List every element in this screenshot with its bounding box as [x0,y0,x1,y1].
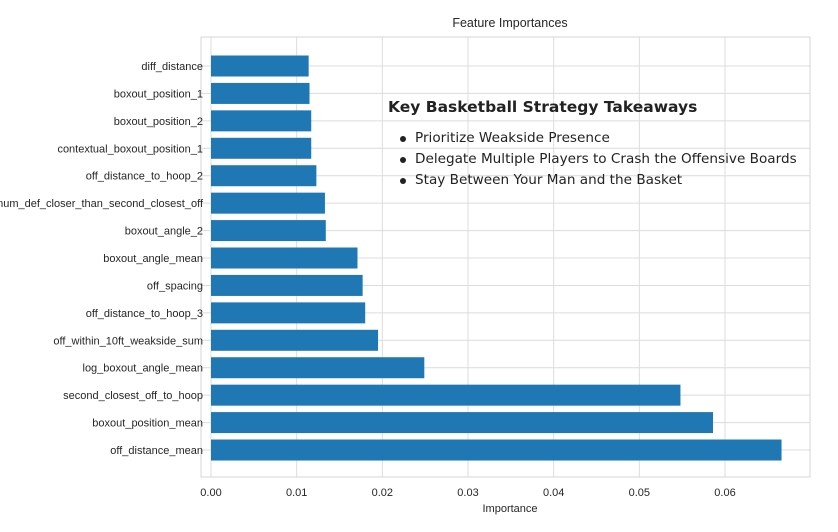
x-tick-label: 0.06 [714,487,735,499]
bar [211,412,714,434]
y-tick-labels: diff_distance boxout_position_1 boxout_pos… [0,61,204,457]
x-tick-label: 0.00 [200,487,221,499]
bars [211,55,782,461]
takeaways-list: Prioritize Weakside Presence Delegate Mu… [388,128,828,191]
x-tick-label: 0.04 [543,487,564,499]
y-tick-label: boxout_position_2 [114,116,203,128]
x-tick-labels: 0.00 0.01 0.02 0.03 0.04 0.05 0.06 [200,487,735,499]
takeaway-item: Prioritize Weakside Presence [400,128,828,149]
bar [211,274,363,296]
takeaway-text: Delegate Multiple Players to Crash the O… [415,151,797,167]
chart-title: Feature Importances [452,16,567,30]
y-tick-label: off_distance_mean [110,445,203,457]
y-tick-label: contextual_boxout_position_1 [57,143,203,155]
y-tick-label: second_closest_off_to_hoop [63,390,203,402]
bar [211,192,325,214]
bar [211,357,425,379]
x-tick-label: 0.01 [286,487,307,499]
y-tick-label: boxout_angle_mean [103,253,203,265]
x-tick-label: 0.03 [457,487,478,499]
takeaway-item: Delegate Multiple Players to Crash the O… [400,149,828,170]
takeaway-text: Stay Between Your Man and the Basket [415,172,683,188]
y-tick-label: off_distance_to_hoop_3 [86,308,203,320]
bar [211,110,312,132]
y-tick-label: off_distance_to_hoop_2 [86,171,203,183]
y-tick-label: num_def_closer_than_second_closest_off [0,198,204,210]
y-tick-label: boxout_position_1 [114,88,203,100]
takeaways-box: Key Basketball Strategy Takeaways Priori… [388,98,828,191]
takeaways-title: Key Basketball Strategy Takeaways [388,98,698,116]
bar [211,384,681,406]
takeaway-text: Prioritize Weakside Presence [415,130,610,146]
bar [211,302,366,324]
x-tick-label: 0.02 [372,487,393,499]
bullet-icon [400,178,406,184]
bullet-icon [400,157,406,163]
y-tick-label: diff_distance [141,61,203,73]
y-tick-label: log_boxout_angle_mean [83,363,204,375]
bar [211,137,312,159]
bar [211,247,358,269]
bar [211,329,379,351]
y-tick-label: off_spacing [147,280,203,292]
bar [211,439,782,461]
y-tick-label: boxout_position_mean [92,418,203,430]
bar [211,82,310,104]
y-tick-label: boxout_angle_2 [125,226,203,238]
x-axis-title: Importance [482,503,537,515]
x-tick-label: 0.05 [629,487,650,499]
bullet-icon [400,136,406,142]
takeaway-item: Stay Between Your Man and the Basket [400,170,828,191]
bar [211,165,317,187]
y-tick-label: off_within_10ft_weakside_sum [53,335,203,347]
bar [211,220,326,242]
bar [211,55,309,77]
